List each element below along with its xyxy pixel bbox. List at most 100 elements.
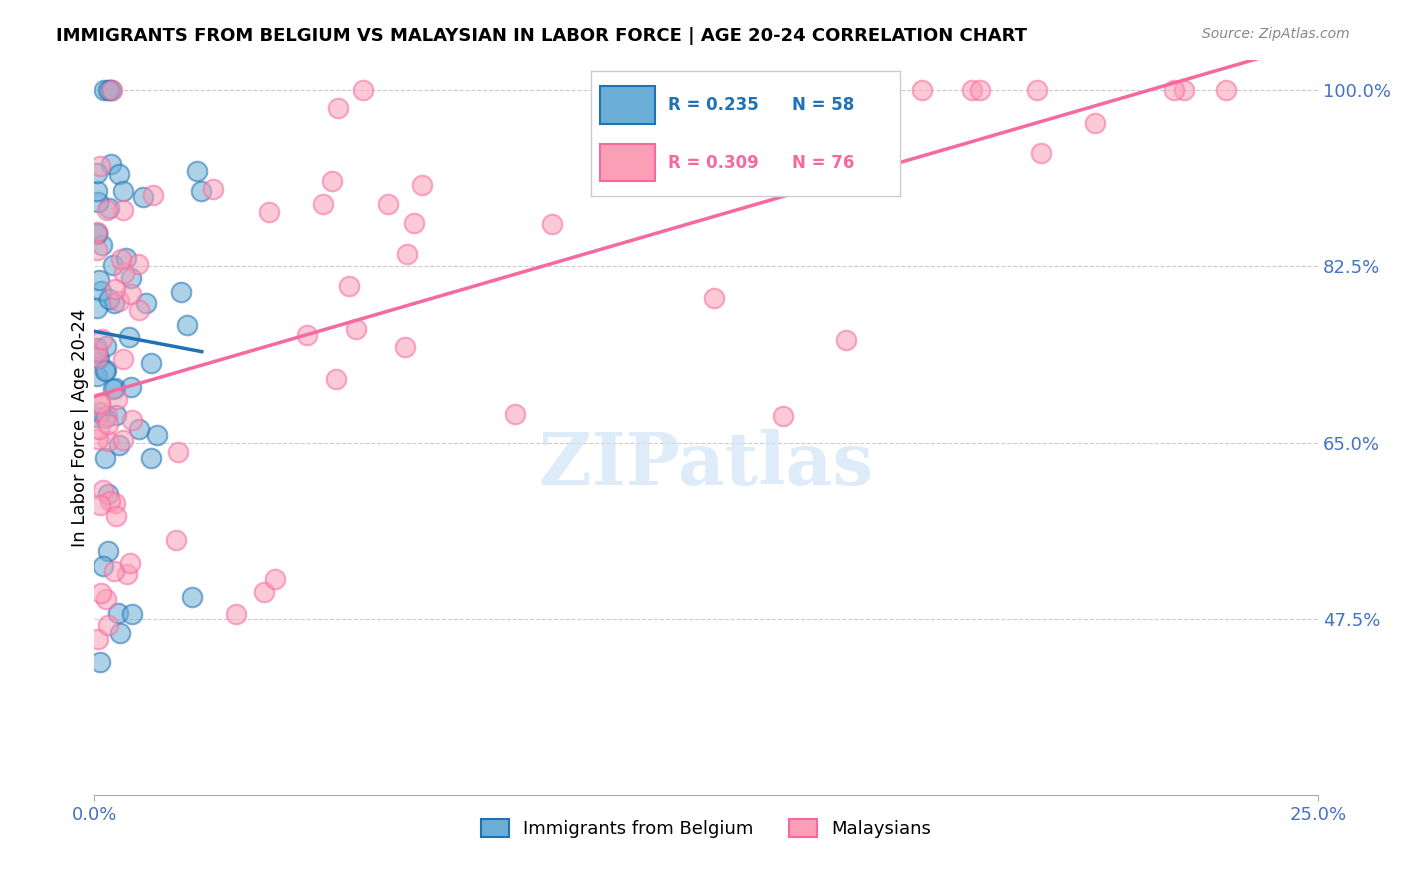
Point — [86, 244, 108, 258]
Text: Source: ZipAtlas.com: Source: ZipAtlas.com — [1202, 27, 1350, 41]
Point — [139, 356, 162, 370]
Point — [86, 368, 108, 383]
Point — [111, 184, 134, 198]
Text: N = 76: N = 76 — [792, 153, 853, 171]
Point — [911, 83, 934, 97]
Point — [104, 408, 127, 422]
Point — [503, 407, 526, 421]
Point — [89, 405, 111, 419]
Point — [1163, 83, 1185, 97]
Point — [89, 655, 111, 669]
Point — [90, 585, 112, 599]
Point — [394, 340, 416, 354]
Point — [87, 194, 110, 209]
Point — [104, 381, 127, 395]
Point — [86, 409, 108, 424]
Point — [97, 487, 120, 501]
Point — [540, 217, 562, 231]
Bar — [600, 87, 655, 124]
Point — [110, 252, 132, 267]
Point — [105, 508, 128, 523]
Point — [118, 556, 141, 570]
Point — [142, 188, 165, 202]
Point — [100, 83, 122, 97]
Point — [86, 166, 108, 180]
Point — [91, 237, 114, 252]
Point — [107, 606, 129, 620]
Point — [745, 153, 768, 167]
Point — [135, 295, 157, 310]
Point — [411, 178, 433, 192]
Point — [108, 625, 131, 640]
Point — [132, 189, 155, 203]
Point — [86, 227, 108, 241]
Point — [165, 533, 187, 548]
Point — [97, 202, 120, 216]
Point — [93, 83, 115, 97]
Point — [1029, 146, 1052, 161]
Point — [402, 216, 425, 230]
Point — [97, 417, 120, 431]
Point — [225, 607, 247, 621]
Point — [127, 257, 149, 271]
Point — [89, 273, 111, 287]
Point — [104, 282, 127, 296]
Point — [352, 83, 374, 97]
Point — [1025, 83, 1047, 97]
Point — [105, 392, 128, 406]
Point — [97, 618, 120, 632]
Point — [97, 543, 120, 558]
Point — [176, 318, 198, 333]
Point — [321, 174, 343, 188]
Point — [89, 160, 111, 174]
Point — [98, 493, 121, 508]
Point — [117, 566, 139, 581]
Point — [325, 371, 347, 385]
Point — [94, 339, 117, 353]
Point — [377, 197, 399, 211]
Point — [960, 83, 983, 97]
Point — [89, 498, 111, 512]
Point — [101, 382, 124, 396]
Point — [312, 197, 335, 211]
Point — [252, 584, 274, 599]
Point — [89, 351, 111, 366]
Point — [103, 564, 125, 578]
Point — [344, 322, 367, 336]
Point — [96, 202, 118, 217]
Point — [396, 247, 419, 261]
Text: R = 0.235: R = 0.235 — [668, 96, 759, 114]
Point — [969, 83, 991, 97]
Point — [1215, 83, 1237, 97]
Point — [94, 362, 117, 376]
Point — [86, 351, 108, 365]
Point — [91, 332, 114, 346]
Point — [87, 632, 110, 647]
Point — [295, 328, 318, 343]
Point — [93, 410, 115, 425]
Point — [108, 438, 131, 452]
Point — [86, 351, 108, 365]
Point — [86, 301, 108, 315]
Point — [181, 590, 204, 604]
Point — [100, 83, 122, 97]
Point — [112, 352, 135, 367]
Point — [94, 364, 117, 378]
Point — [257, 204, 280, 219]
Text: N = 58: N = 58 — [792, 96, 853, 114]
Point — [97, 292, 120, 306]
Point — [703, 291, 725, 305]
Point — [120, 271, 142, 285]
Point — [112, 433, 135, 447]
Text: IMMIGRANTS FROM BELGIUM VS MALAYSIAN IN LABOR FORCE | AGE 20-24 CORRELATION CHAR: IMMIGRANTS FROM BELGIUM VS MALAYSIAN IN … — [56, 27, 1028, 45]
Point — [103, 295, 125, 310]
Point — [101, 258, 124, 272]
Point — [1084, 116, 1107, 130]
Point — [115, 251, 138, 265]
Point — [141, 450, 163, 465]
Y-axis label: In Labor Force | Age 20-24: In Labor Force | Age 20-24 — [72, 309, 89, 547]
Point — [118, 330, 141, 344]
Point — [87, 432, 110, 446]
Point — [202, 181, 225, 195]
Point — [97, 83, 120, 97]
